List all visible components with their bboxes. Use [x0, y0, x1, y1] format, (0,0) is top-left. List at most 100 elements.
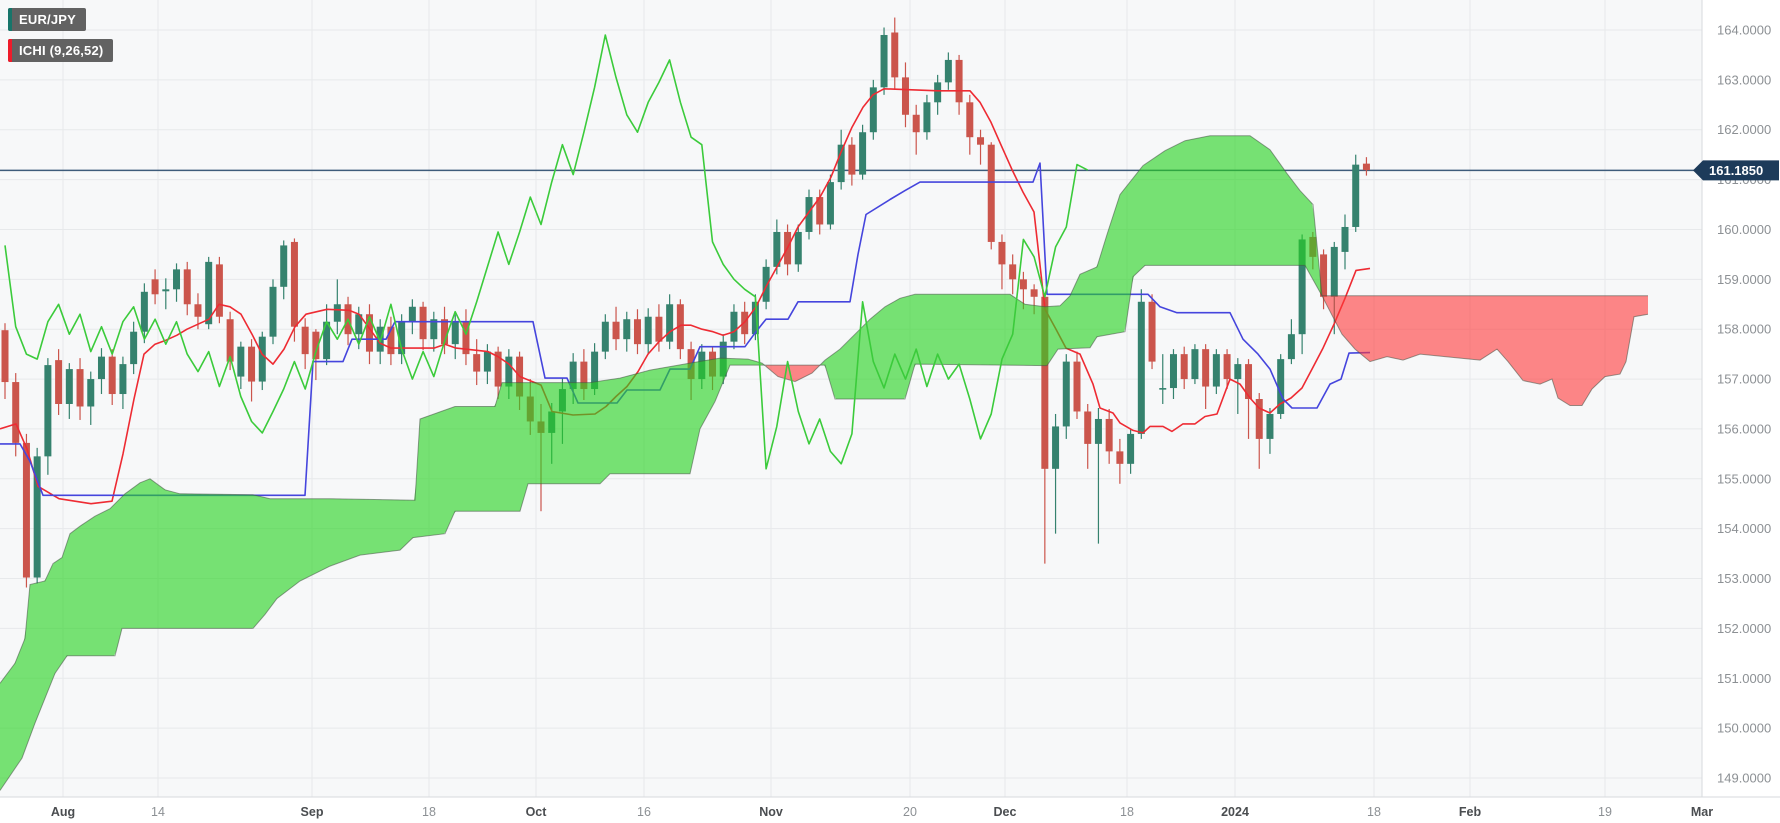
candle-body	[505, 356, 513, 387]
candle-body	[173, 269, 181, 290]
candle-body	[923, 102, 931, 133]
candle-body	[1330, 246, 1338, 297]
candle-body	[1062, 361, 1070, 427]
candle-body	[365, 314, 373, 352]
candle-body	[151, 279, 159, 295]
candle-body	[891, 32, 899, 78]
x-axis-label: Dec	[994, 805, 1017, 819]
candle-body	[76, 369, 84, 407]
candle-body	[1320, 254, 1328, 297]
candle-body	[1084, 411, 1092, 444]
candle-body	[966, 102, 974, 138]
candle-body	[944, 59, 952, 83]
candle-body	[1202, 349, 1210, 387]
x-axis-label: 18	[1367, 805, 1381, 819]
kumo-bullish-area	[0, 358, 766, 791]
candle-body	[1159, 388, 1167, 390]
candle-body	[1094, 418, 1102, 444]
candle-body	[1073, 361, 1081, 412]
y-axis-label: 149.0000	[1717, 771, 1771, 786]
candle-body	[1009, 264, 1017, 280]
candle-body	[644, 316, 652, 345]
symbol-badge[interactable]: EUR/JPY	[8, 8, 87, 31]
y-axis-label: 151.0000	[1717, 671, 1771, 686]
y-axis-label: 159.0000	[1717, 272, 1771, 287]
candle-body	[237, 346, 245, 377]
time-axis[interactable]: Aug 14 Sep 18 Oct 16 Nov 20 Dec 18 2024 18 Feb 19 Mar	[0, 796, 1780, 823]
time-axis-bg	[0, 797, 1702, 823]
candle-body	[987, 144, 995, 242]
candle-body	[215, 264, 223, 317]
candle-body	[419, 306, 427, 340]
candle-body	[258, 336, 266, 382]
indicator-label: ICHI (9,26,52)	[19, 43, 104, 58]
candle-body	[826, 182, 834, 225]
candle-body	[655, 316, 663, 342]
y-axis-label: 157.0000	[1717, 372, 1771, 387]
y-axis-label: 156.0000	[1717, 421, 1771, 436]
candle-body	[1191, 349, 1199, 380]
candle-body	[12, 382, 20, 443]
indicator-accent-bar	[8, 39, 12, 62]
candle-body	[1234, 364, 1242, 380]
candle-body	[1148, 301, 1156, 362]
candle-body	[183, 269, 191, 305]
candle-body	[119, 364, 127, 395]
candle-body	[751, 301, 759, 335]
candle-body	[773, 231, 781, 267]
candle-body	[762, 266, 770, 302]
kumo-bearish-area	[766, 365, 820, 382]
candle-body	[934, 82, 942, 103]
y-axis-label: 153.0000	[1717, 571, 1771, 586]
candle-body	[1362, 163, 1370, 171]
x-axis-label: 20	[903, 805, 917, 819]
candle-body	[1127, 433, 1135, 464]
candle-body	[901, 77, 909, 115]
candle-body	[955, 59, 963, 103]
candle-body	[97, 356, 105, 380]
candle-body	[355, 314, 363, 335]
senkou-span-b-line	[0, 264, 1648, 791]
x-axis-label: Sep	[301, 805, 324, 819]
candle-body	[290, 241, 298, 327]
candle-body	[1, 330, 9, 383]
kumo-cloud-layer	[0, 135, 1649, 791]
candle-body	[1041, 296, 1049, 469]
candle-body	[55, 360, 63, 405]
candle-body	[1052, 426, 1060, 469]
candle-body	[880, 34, 888, 88]
x-axis-label: 19	[1598, 805, 1612, 819]
candle-body	[1352, 164, 1360, 227]
candle-body	[1277, 359, 1285, 414]
last-price-value: 161.1850	[1709, 163, 1763, 178]
candle-body	[1116, 451, 1124, 464]
chikou-span-line	[4, 34, 1089, 470]
candle-body	[1030, 289, 1038, 297]
candle-body	[108, 356, 116, 395]
candle-body	[130, 331, 138, 365]
candle-body	[1105, 418, 1113, 452]
candle-body	[1223, 354, 1231, 380]
candle-body	[140, 291, 148, 332]
candle-body	[580, 361, 588, 390]
candle-body	[483, 351, 491, 372]
kumo-bearish-area	[1324, 295, 1648, 406]
candle-body	[794, 231, 802, 265]
candle-body	[162, 289, 170, 292]
indicator-badge[interactable]: ICHI (9,26,52)	[8, 39, 114, 62]
candle-body	[1137, 301, 1145, 434]
y-axis-label: 158.0000	[1717, 322, 1771, 337]
candle-body	[323, 321, 331, 360]
candle-body	[301, 326, 309, 355]
candle-body	[591, 351, 599, 390]
price-axis[interactable]: 164.0000163.0000162.0000161.0000160.0000…	[1701, 0, 1780, 823]
price-axis-bg	[1702, 0, 1780, 823]
candle-body	[1287, 334, 1295, 360]
candle-body	[837, 144, 845, 183]
candle-body	[398, 321, 406, 355]
candle-body	[462, 321, 470, 355]
x-axis-label: 16	[637, 805, 651, 819]
candle-body	[248, 346, 256, 382]
